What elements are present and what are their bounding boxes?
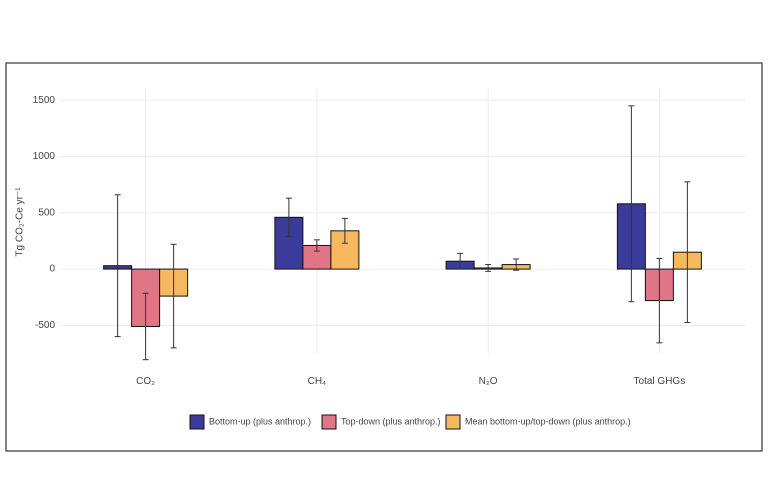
- legend-swatch: [189, 414, 205, 430]
- legend-label: Mean bottom-up/top-down (plus anthrop.): [465, 416, 631, 426]
- error-bar: [313, 239, 320, 252]
- error-bar: [114, 194, 121, 338]
- x-tick-label: N₂O: [479, 376, 498, 387]
- y-tick-label: 1000: [33, 151, 56, 162]
- frame: [5, 62, 763, 452]
- error-bar: [142, 292, 149, 361]
- error-bar: [285, 197, 292, 237]
- x-tick-label: Total GHGs: [634, 376, 686, 387]
- error-bar: [656, 257, 663, 344]
- x-tick-label: CH₄: [308, 376, 327, 387]
- error-bar: [170, 243, 177, 349]
- legend-swatch: [321, 414, 337, 430]
- legend-swatch: [445, 414, 461, 430]
- error-bar: [457, 252, 464, 270]
- legend-label: Bottom-up (plus anthrop.): [209, 416, 311, 426]
- y-tick-label: -500: [35, 320, 55, 331]
- error-bar: [684, 181, 691, 324]
- y-tick-label: 1500: [33, 95, 56, 106]
- x-tick-label: CO₂: [136, 376, 155, 387]
- error-bar: [485, 264, 492, 272]
- error-bar: [628, 105, 635, 303]
- error-bar: [513, 258, 520, 271]
- y-tick-label: 0: [49, 264, 55, 275]
- legend-label: Top-down (plus anthrop.): [341, 416, 441, 426]
- error-bar: [341, 217, 348, 244]
- y-tick-label: 500: [38, 207, 55, 218]
- y-axis-title: Tg CO₂-Ce yr⁻¹: [15, 187, 26, 257]
